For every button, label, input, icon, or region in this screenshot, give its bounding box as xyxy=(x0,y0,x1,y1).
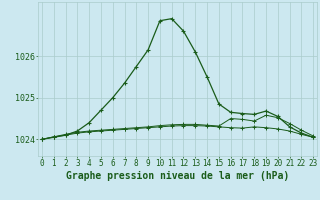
X-axis label: Graphe pression niveau de la mer (hPa): Graphe pression niveau de la mer (hPa) xyxy=(66,171,289,181)
